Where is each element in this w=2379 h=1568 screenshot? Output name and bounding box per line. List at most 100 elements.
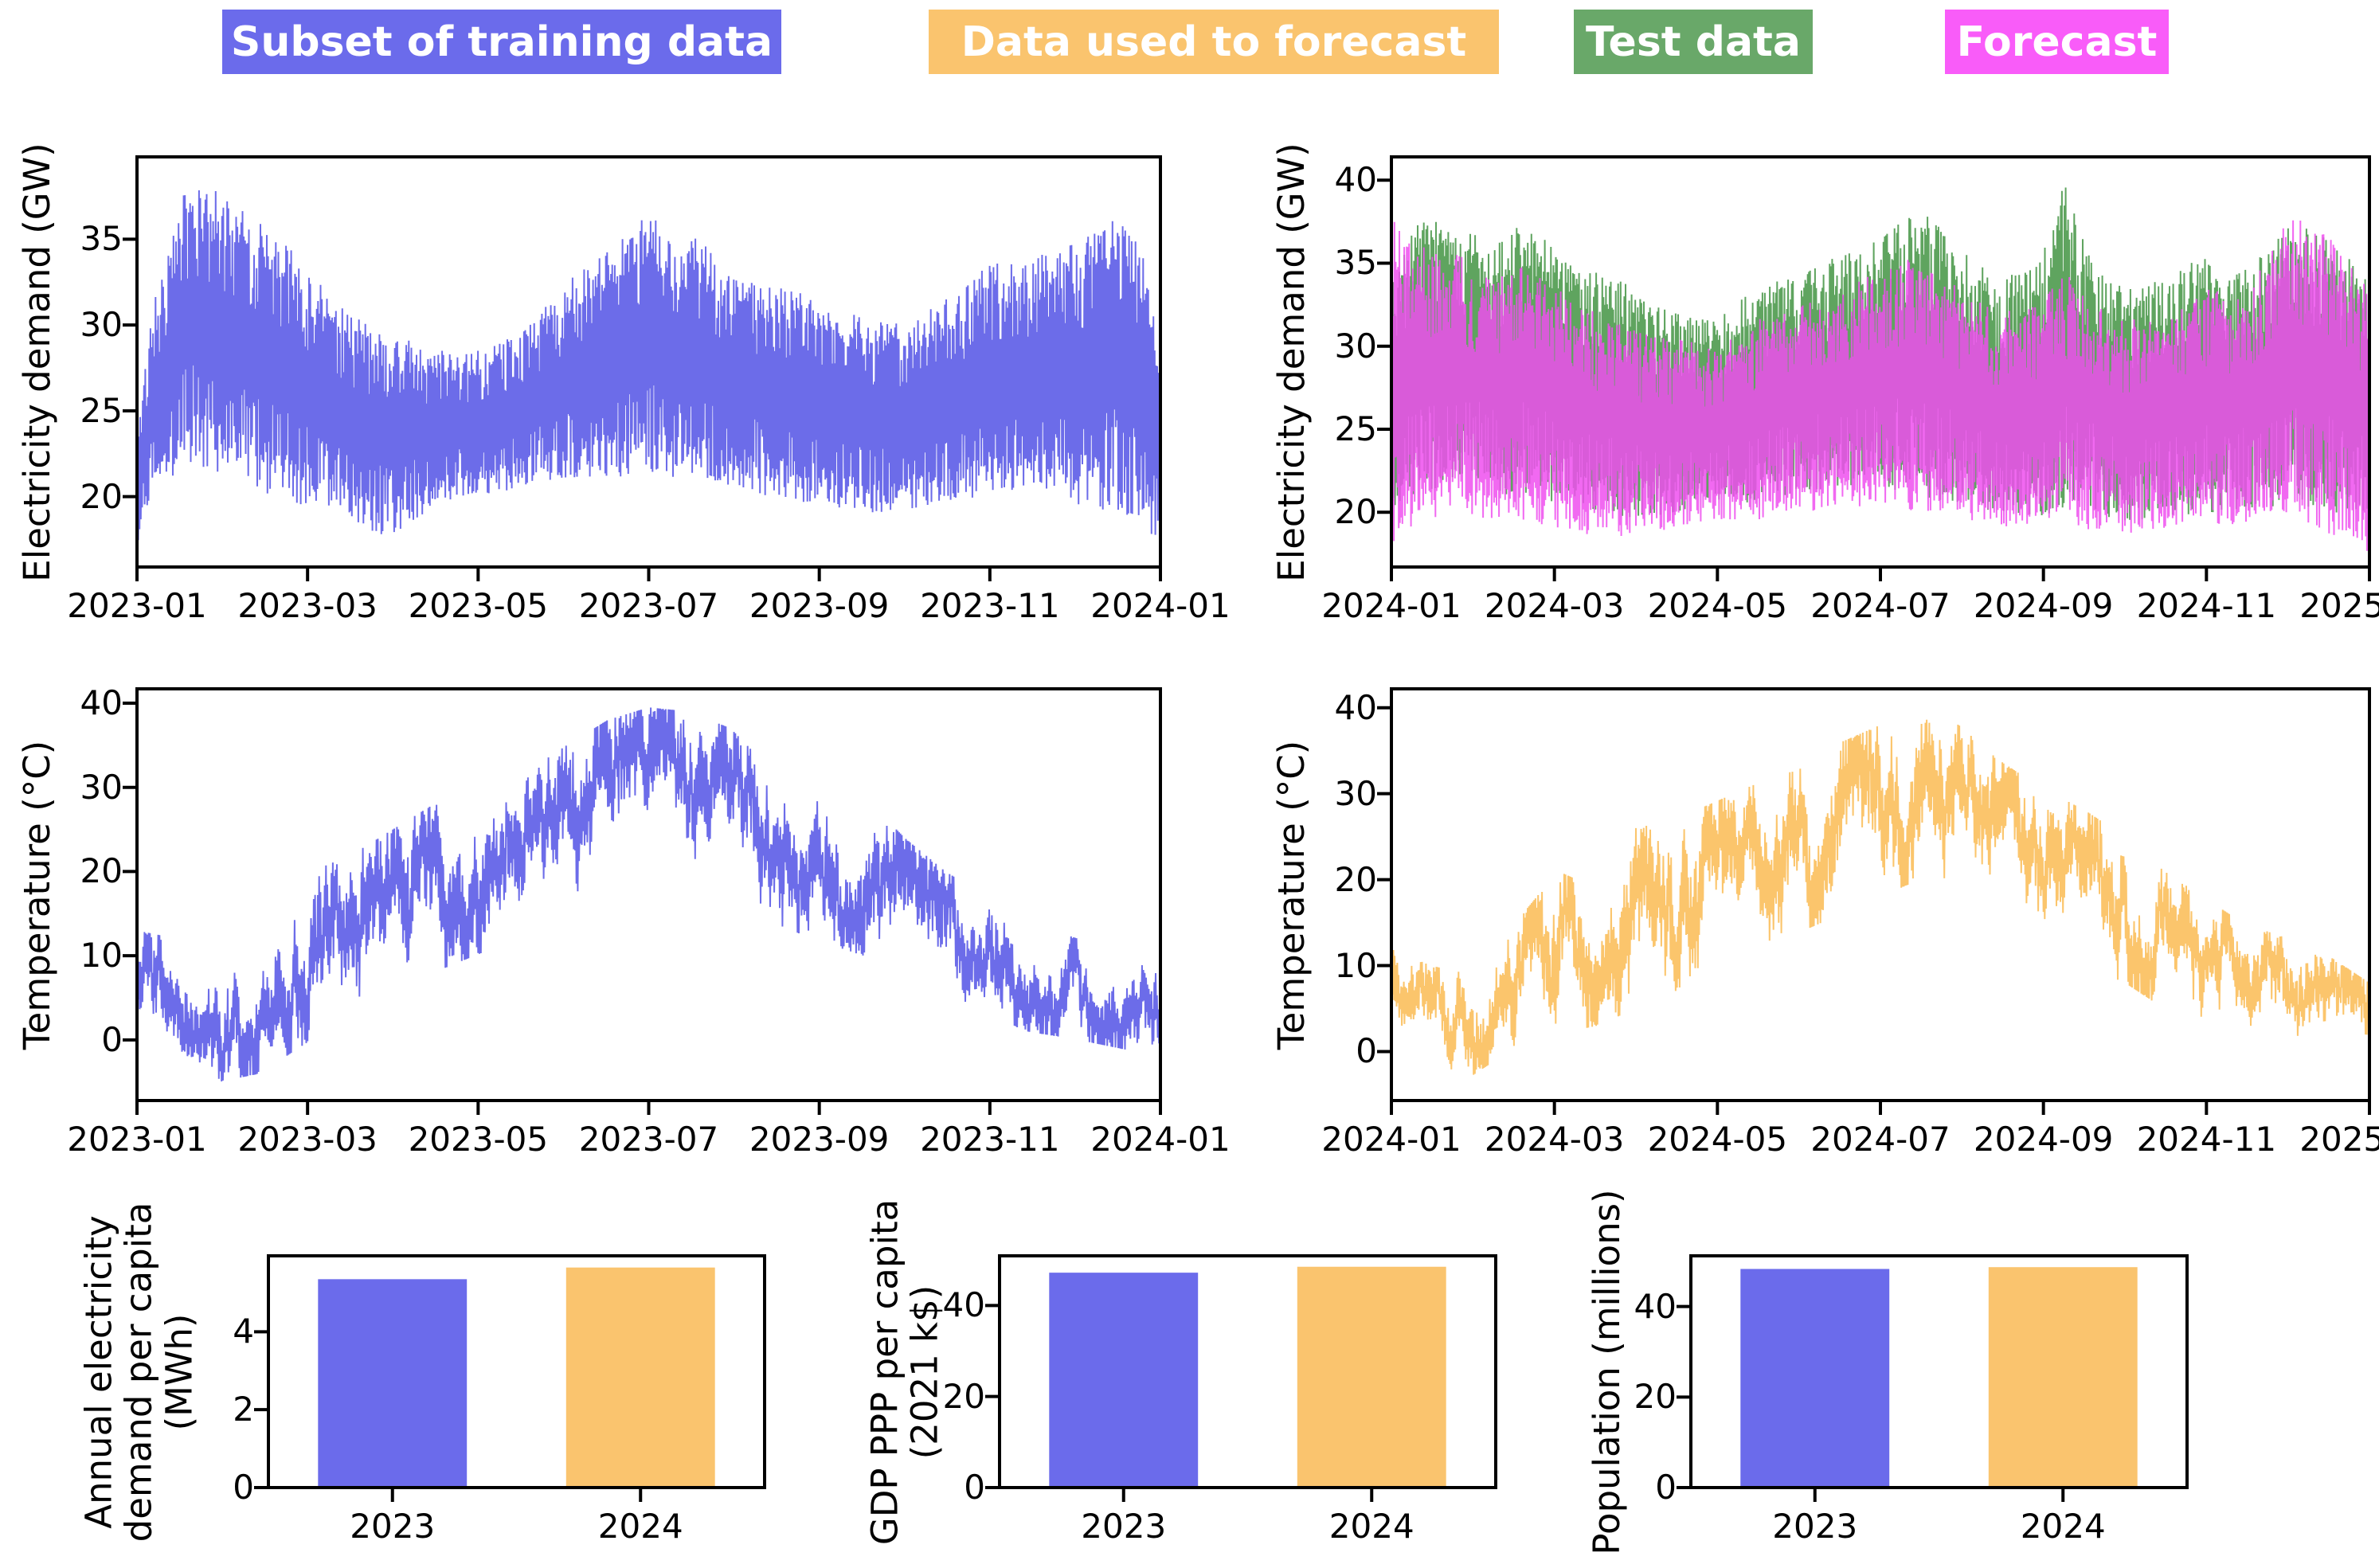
bar-2024 <box>1297 1266 1446 1488</box>
y-tick-label: 40 <box>942 1285 985 1325</box>
bar-2024 <box>1988 1267 2138 1488</box>
x-tick-label: 2023 <box>350 1507 436 1546</box>
y-tick-label: 10 <box>1334 945 1377 985</box>
y-tick-label: 40 <box>80 682 123 722</box>
x-tick-label: 2024-01 <box>1321 586 1461 625</box>
y-tick-label: 25 <box>1334 409 1377 448</box>
bar-gdp-ppp-per-capita: GDP PPP per capita (2021 k$) 0 20 40 2023 20… <box>864 1198 1497 1546</box>
legend-data-used-to-forecast: Data used to forecast <box>929 10 1499 74</box>
x-tick-label: 2023-01 <box>67 586 207 625</box>
legend-test-data: Test data <box>1574 10 1813 74</box>
y-tick-label: 0 <box>1655 1468 1677 1507</box>
bar-population: Population (millions) 0 20 40 2023 2024 <box>1586 1189 2189 1554</box>
x-tick-label: 2023-03 <box>237 586 378 625</box>
y-tick-label: 20 <box>1634 1377 1677 1417</box>
x-tick-label: 2024-01 <box>1090 586 1231 625</box>
y-tick-label: 10 <box>80 936 123 976</box>
plot-canvas <box>1377 687 2371 1115</box>
x-tick-label: 2023-03 <box>237 1120 378 1159</box>
x-tick-label: 2023-09 <box>749 1120 890 1159</box>
x-tick-label: 2025-01 <box>2299 586 2379 625</box>
y-tick-label: 40 <box>1634 1286 1677 1326</box>
y-tick-label: 40 <box>1334 687 1377 727</box>
x-tick-label: 2024 <box>597 1507 683 1546</box>
x-tick-label: 2024-11 <box>2136 1120 2277 1159</box>
y-tick-label: 30 <box>80 767 123 807</box>
y-tick-label: 30 <box>1334 326 1377 366</box>
x-tick-label: 2024 <box>2020 1507 2106 1546</box>
plot-canvas <box>123 155 1162 581</box>
legend-label: Forecast <box>1956 18 2158 66</box>
legend-subset-training-data: Subset of training data <box>222 10 781 74</box>
series-subset-of-training-data <box>136 190 1161 541</box>
y-tick-label: 40 <box>1334 160 1377 200</box>
series-data-used-to-forecast <box>1391 719 2370 1075</box>
x-tick-label: 2024-11 <box>2136 586 2277 625</box>
x-tick-label: 2024 <box>1328 1507 1414 1546</box>
axes-spines <box>1689 1254 2189 1489</box>
x-tick-label: 2023-11 <box>920 1120 1060 1159</box>
bar-2023 <box>1740 1269 1890 1488</box>
x-tick-label: 2024-01 <box>1321 1120 1461 1159</box>
plot-canvas <box>1377 155 2371 581</box>
y-tick-label: 20 <box>1334 859 1377 899</box>
bar-2023 <box>1049 1273 1199 1488</box>
x-tick-label: 2024-09 <box>1973 1120 2114 1159</box>
y-tick-label: 0 <box>101 1019 123 1059</box>
y-tick-label: 2 <box>233 1390 254 1429</box>
legend-label: Subset of training data <box>230 18 773 66</box>
x-tick-label: 2024-07 <box>1810 586 1951 625</box>
legend-label: Test data <box>1585 18 1801 66</box>
plot-temperature-train: Temperature (°C) 0 10 20 30 40 2023-01 2023-03… <box>16 683 1231 1159</box>
x-tick-label: 2024-09 <box>1973 586 2114 625</box>
plot-temperature-forecast-input: Temperature (°C) 0 10 20 30 40 2024-01 2024-03… <box>1270 687 2379 1159</box>
series-forecast <box>1391 220 2370 551</box>
x-tick-label: 2023-07 <box>578 1120 719 1159</box>
plot-electricity-demand-test-forecast: Electricity demand (GW) 20 25 30 35 40 2024-0… <box>1270 143 2379 625</box>
x-tick-label: 2024-07 <box>1810 1120 1951 1159</box>
axes-spines <box>998 1254 1497 1489</box>
y-tick-label: 35 <box>80 219 123 259</box>
y-tick-label: 4 <box>233 1312 254 1351</box>
plot-canvas <box>123 687 1162 1115</box>
series-subset-of-training-data <box>136 707 1161 1082</box>
x-tick-label: 2023-05 <box>408 1120 549 1159</box>
axes-spines <box>1390 687 2371 1102</box>
x-tick-label: 2023-01 <box>67 1120 207 1159</box>
bar-2024 <box>565 1267 715 1488</box>
series-test-data <box>1391 187 2370 521</box>
plot-electricity-demand-train: Electricity demand (GW) 20 25 30 35 2023-01 2… <box>16 143 1231 625</box>
plot-canvas <box>254 1254 766 1502</box>
y-tick-label: 20 <box>80 476 123 516</box>
y-tick-label: 20 <box>80 851 123 891</box>
x-tick-label: 2024-01 <box>1090 1120 1231 1159</box>
axes-spines <box>267 1254 766 1489</box>
bar-annual-electricity-demand-per-capita: Annual electricity demand per capita (MW… <box>77 1202 766 1546</box>
legend-label: Data used to forecast <box>961 18 1467 66</box>
x-tick-label: 2023 <box>1081 1507 1167 1546</box>
y-tick-label: 35 <box>1334 243 1377 283</box>
x-tick-label: 2023 <box>1772 1507 1858 1546</box>
y-tick-label: 0 <box>233 1468 254 1507</box>
y-tick-label: 30 <box>80 305 123 345</box>
bar-2023 <box>318 1279 468 1488</box>
y-tick-label: 0 <box>964 1468 985 1507</box>
x-tick-label: 2023-09 <box>749 586 890 625</box>
x-tick-label: 2025-01 <box>2299 1120 2379 1159</box>
x-tick-label: 2024-05 <box>1647 1120 1788 1159</box>
y-tick-label: 0 <box>1356 1031 1377 1071</box>
x-tick-label: 2023-07 <box>578 586 719 625</box>
x-tick-label: 2023-11 <box>920 586 1060 625</box>
x-tick-label: 2024-03 <box>1484 586 1625 625</box>
x-tick-label: 2024-03 <box>1484 1120 1625 1159</box>
x-tick-label: 2024-05 <box>1647 586 1788 625</box>
legend-forecast: Forecast <box>1945 10 2169 74</box>
y-tick-label: 20 <box>942 1376 985 1416</box>
y-tick-label: 25 <box>80 390 123 430</box>
plot-canvas <box>1677 1254 2189 1502</box>
x-tick-label: 2023-05 <box>408 586 549 625</box>
y-tick-label: 30 <box>1334 773 1377 813</box>
y-tick-label: 20 <box>1334 492 1377 532</box>
plot-canvas <box>985 1254 1497 1502</box>
